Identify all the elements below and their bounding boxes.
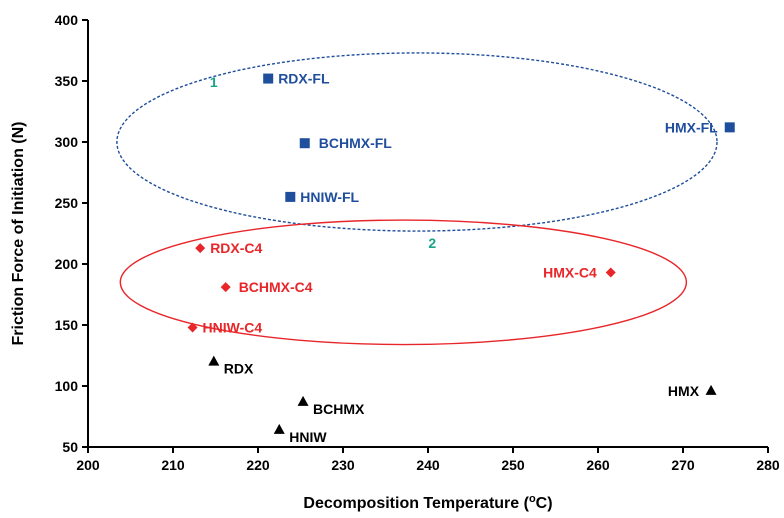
x-axis-title-degree: o xyxy=(529,493,536,505)
label-bchmx-fl: BCHMX-FL xyxy=(319,135,393,151)
point-hniw xyxy=(273,423,285,434)
point-hniw-fl xyxy=(285,191,296,202)
x-tick-label: 210 xyxy=(161,457,185,473)
group-ellipses xyxy=(116,52,718,346)
point-bchmx-c4 xyxy=(220,282,231,293)
point-rdx-c4 xyxy=(195,243,206,254)
x-tick-label: 260 xyxy=(586,457,610,473)
point-rdx xyxy=(208,355,220,366)
x-tick-label: 270 xyxy=(671,457,695,473)
label-rdx-fl: RDX-FL xyxy=(278,71,330,87)
y-tick-label: 150 xyxy=(55,317,79,333)
point-bchmx xyxy=(297,395,309,406)
x-axis-title-unit: C) xyxy=(536,495,553,512)
label-hmx: HMX xyxy=(668,383,700,399)
x-tick-label: 200 xyxy=(76,457,100,473)
label-hniw: HNIW xyxy=(289,429,327,445)
y-tick-label: 200 xyxy=(55,256,79,272)
y-tick-label: 400 xyxy=(55,12,79,28)
y-tick-label: 250 xyxy=(55,195,79,211)
x-axis-title-main: Decomposition Temperature ( xyxy=(303,495,529,512)
point-hmx-c4 xyxy=(605,267,616,278)
x-tick-label: 280 xyxy=(756,457,780,473)
point-hmx xyxy=(705,384,717,395)
point-hniw-c4 xyxy=(187,322,198,333)
label-bchmx-c4: BCHMX-C4 xyxy=(239,279,313,295)
y-tick-label: 50 xyxy=(62,439,78,455)
group-annotations: 12 xyxy=(210,74,436,251)
label-hniw-c4: HNIW-C4 xyxy=(203,319,263,335)
group-label-1: 1 xyxy=(210,74,218,90)
point-rdx-fl xyxy=(263,73,274,84)
y-tick-label: 300 xyxy=(55,134,79,150)
point-bchmx-fl xyxy=(299,138,310,149)
x-tick-label: 220 xyxy=(246,457,270,473)
x-tick-label: 240 xyxy=(416,457,440,473)
x-axis-title: Decomposition Temperature (oC) xyxy=(303,493,552,512)
x-tick-label: 250 xyxy=(501,457,525,473)
x-tick-label: 230 xyxy=(331,457,355,473)
label-rdx-c4: RDX-C4 xyxy=(210,240,262,256)
group-ellipse-1 xyxy=(116,52,718,232)
y-axis-title: Friction Force of Initiation (N) xyxy=(10,122,27,346)
data-points: RDX-FL BCHMX-FL HNIW-FL HMX-FL RDX-C4 BCHMX-C… xyxy=(187,71,735,445)
label-hniw-fl: HNIW-FL xyxy=(300,189,359,205)
y-tick-label: 350 xyxy=(55,73,79,89)
point-hmx-fl xyxy=(724,122,735,133)
group-ellipse-2 xyxy=(119,219,688,346)
group-label-2: 2 xyxy=(428,235,436,251)
label-bchmx: BCHMX xyxy=(313,401,365,417)
label-rdx: RDX xyxy=(224,361,254,377)
label-hmx-fl: HMX-FL xyxy=(665,119,718,135)
label-hmx-c4: HMX-C4 xyxy=(543,265,597,281)
y-tick-label: 100 xyxy=(55,378,79,394)
axis-ticks: 200 210 220 230 240 250 260 270 280 50 100 150 200 25… xyxy=(55,12,780,473)
